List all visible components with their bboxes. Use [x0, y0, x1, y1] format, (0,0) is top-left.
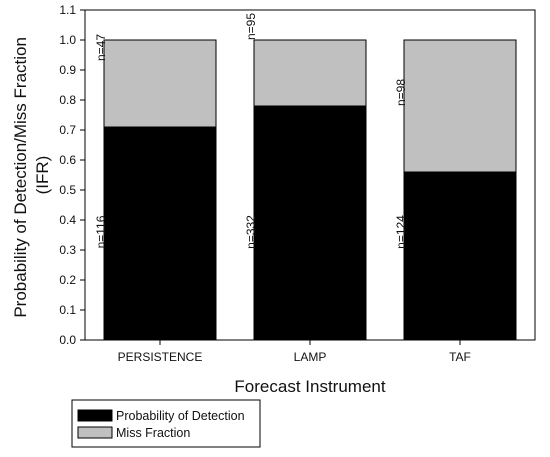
- bar-segment-detection: [403, 171, 517, 341]
- legend-label-detection: Probability of Detection: [116, 409, 245, 423]
- count-labels-layer: n=116 n=47 n=332 n=95 n=124 n=98: [94, 13, 408, 249]
- y-tick-label: 0.9: [59, 63, 76, 77]
- bars-layer: [103, 39, 517, 341]
- x-tick-label: PERSISTENCE: [118, 350, 203, 364]
- y-tick-label: 0.8: [59, 93, 76, 107]
- count-label: n=47: [94, 34, 108, 61]
- x-tick-label: TAF: [449, 350, 471, 364]
- y-tick-label: 0.6: [59, 153, 76, 167]
- x-axis-title: Forecast Instrument: [234, 377, 385, 396]
- bar-segment-miss: [253, 39, 367, 107]
- count-label: n=98: [394, 79, 408, 106]
- legend-frame: [71, 399, 261, 448]
- legend-label-miss: Miss Fraction: [116, 426, 190, 440]
- legend: Probability of Detection Miss Fraction: [71, 399, 261, 448]
- y-tick-label: 0.3: [59, 243, 76, 257]
- y-tick-label: 0.4: [59, 213, 76, 227]
- y-axis-title-line-1: Probability of Detection/Miss Fraction: [11, 37, 30, 318]
- y-tick-label: 1.0: [59, 33, 76, 47]
- y-axis-title-line-2: (IFR): [33, 156, 52, 195]
- y-axis-title: Probability of Detection/Miss Fraction (…: [11, 32, 52, 317]
- y-tick-label: 0.1: [59, 303, 76, 317]
- x-axis: PERSISTENCE LAMP TAF: [118, 340, 471, 364]
- bar-segment-miss: [103, 39, 217, 128]
- bar-segment-detection: [253, 105, 367, 341]
- legend-swatch-miss: [77, 426, 113, 439]
- bar-segment-miss: [403, 39, 517, 173]
- y-axis: 0.0 0.1 0.2 0.3 0.4 0.5 0.6 0.7 0.8 0.9 1.0 1.1: [59, 3, 85, 347]
- count-label: n=124: [394, 215, 408, 249]
- count-label: n=95: [244, 13, 258, 40]
- bar-segment-detection: [103, 126, 217, 341]
- legend-swatch-detection: [77, 409, 113, 422]
- y-tick-label: 0.2: [59, 273, 76, 287]
- count-label: n=116: [94, 215, 108, 248]
- count-label: n=332: [244, 215, 258, 249]
- y-tick-label: 1.1: [59, 3, 76, 17]
- y-tick-label: 0.5: [59, 183, 76, 197]
- x-tick-label: LAMP: [294, 350, 327, 364]
- y-tick-label: 0.7: [59, 123, 76, 137]
- y-tick-label: 0.0: [59, 333, 76, 347]
